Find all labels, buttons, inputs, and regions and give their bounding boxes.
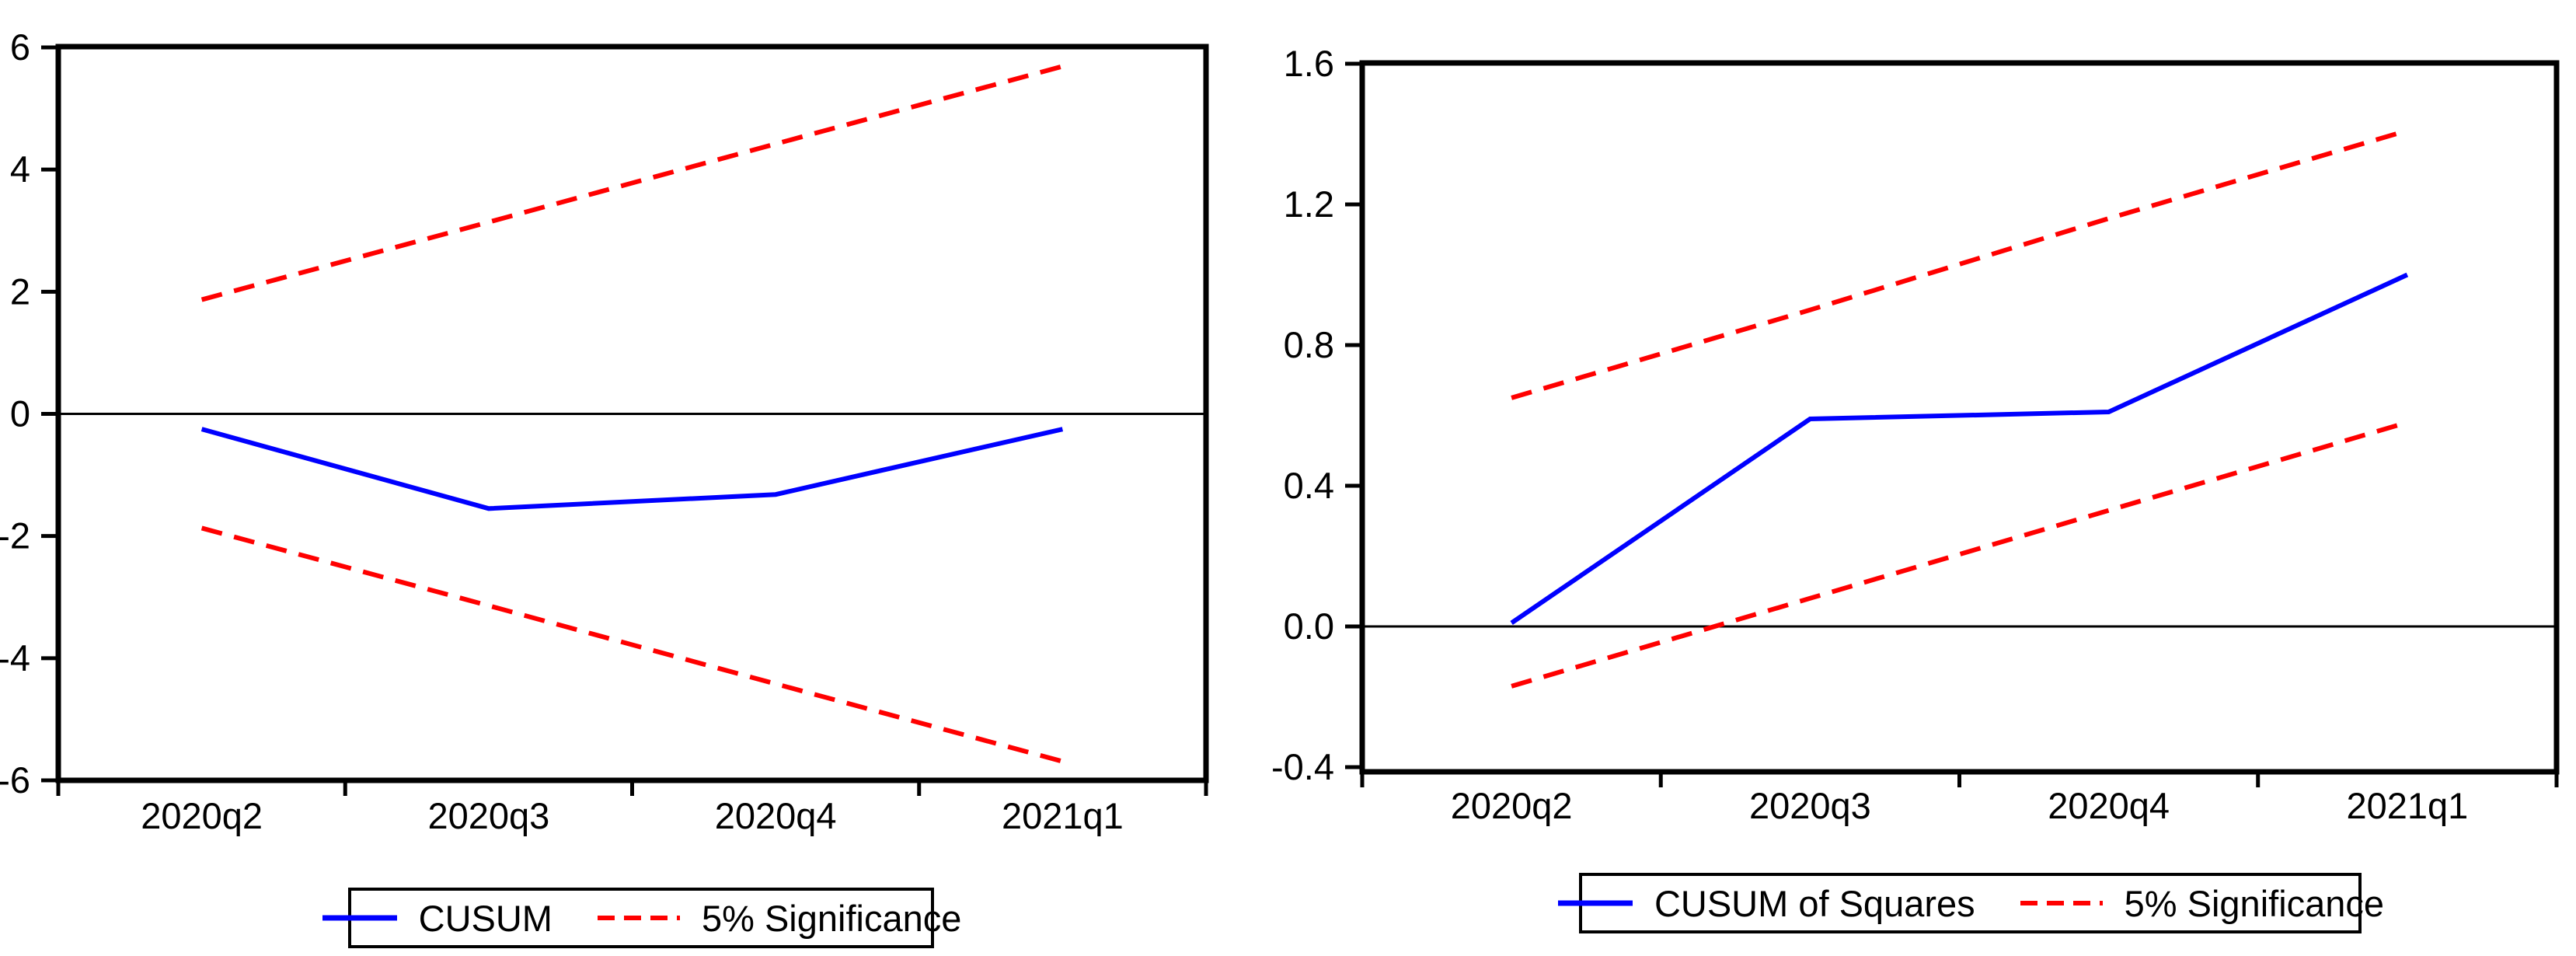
x-axis-tick-label: 2021q1 <box>2346 785 2468 826</box>
y-axis-tick-label: 0.4 <box>1284 465 1334 506</box>
y-axis-tick-label: -0.4 <box>1271 746 1334 787</box>
cusum-of-squares-legend-line-icon <box>1557 900 1633 906</box>
y-axis-tick-label: -4 <box>0 637 30 679</box>
cusum-of-squares-chart: 1.6 1.2 0.8 0.4 0.0 -0.4 2020q2 2020q3 2020q4 202… <box>1271 43 2560 826</box>
5-significance-lower-bound-line <box>200 525 1064 764</box>
legend-item-cusum-of-squares: CUSUM of Squares <box>1556 882 1975 925</box>
y-axis-tick-label: 1.6 <box>1284 43 1334 84</box>
legend-label-significance: 5% Significance <box>701 897 962 939</box>
cusum-of-squares-legend: CUSUM of Squares 5% Significance <box>1557 873 2384 933</box>
legend-item-significance-right: 5% Significance <box>2019 882 2384 925</box>
significance-legend-dashed-line-icon <box>597 916 680 920</box>
x-axis-tick-label: 2020q2 <box>1451 785 1573 826</box>
y-axis-tick-label: 6 <box>10 26 30 68</box>
y-axis-tick-label: -2 <box>0 515 30 557</box>
x-axis-tick-label: 2021q1 <box>1002 795 1124 836</box>
legend-item-cusum: CUSUM <box>321 897 552 940</box>
cusum-chart: 6 4 2 0 -2 -4 -6 2020q2 2020q3 2020q4 2021q1 <box>0 26 1209 836</box>
cusum-of-squares-statistic-line <box>1510 272 2409 625</box>
y-axis-tick-label: -6 <box>0 759 30 801</box>
x-axis-tick-label: 2020q4 <box>715 795 837 836</box>
y-axis-tick-label: 0 <box>10 393 30 434</box>
5-significance-upper-bound-line <box>200 64 1064 302</box>
y-axis-tick-label: 4 <box>10 148 30 190</box>
y-axis-tick-label: 0.8 <box>1284 324 1334 365</box>
y-axis-tick-label: 2 <box>10 270 30 312</box>
y-axis-tick-label: 1.2 <box>1284 183 1334 225</box>
y-axis-tick-label: 0.0 <box>1284 605 1334 647</box>
cusum-legend: CUSUM 5% Significance <box>322 888 961 948</box>
legend-label-significance-right: 5% Significance <box>2124 882 2385 924</box>
legend-label-cusum-of-squares: CUSUM of Squares <box>1654 882 1975 924</box>
5-significance-lower-bound-line <box>1511 420 2408 689</box>
cusum-legend-line-icon <box>322 915 397 921</box>
5-significance-upper-bound-line <box>1511 128 2408 400</box>
x-axis-tick-label: 2020q4 <box>2048 785 2170 826</box>
x-axis-tick-label: 2020q3 <box>1749 785 1871 826</box>
legend-label-cusum: CUSUM <box>418 897 552 939</box>
legend-item-significance: 5% Significance <box>596 897 961 940</box>
x-axis-tick-label: 2020q2 <box>141 795 263 836</box>
significance-legend-dashed-line-icon <box>2020 901 2103 905</box>
cusum-statistic-line <box>200 427 1064 511</box>
x-axis-tick-label: 2020q3 <box>427 795 549 836</box>
